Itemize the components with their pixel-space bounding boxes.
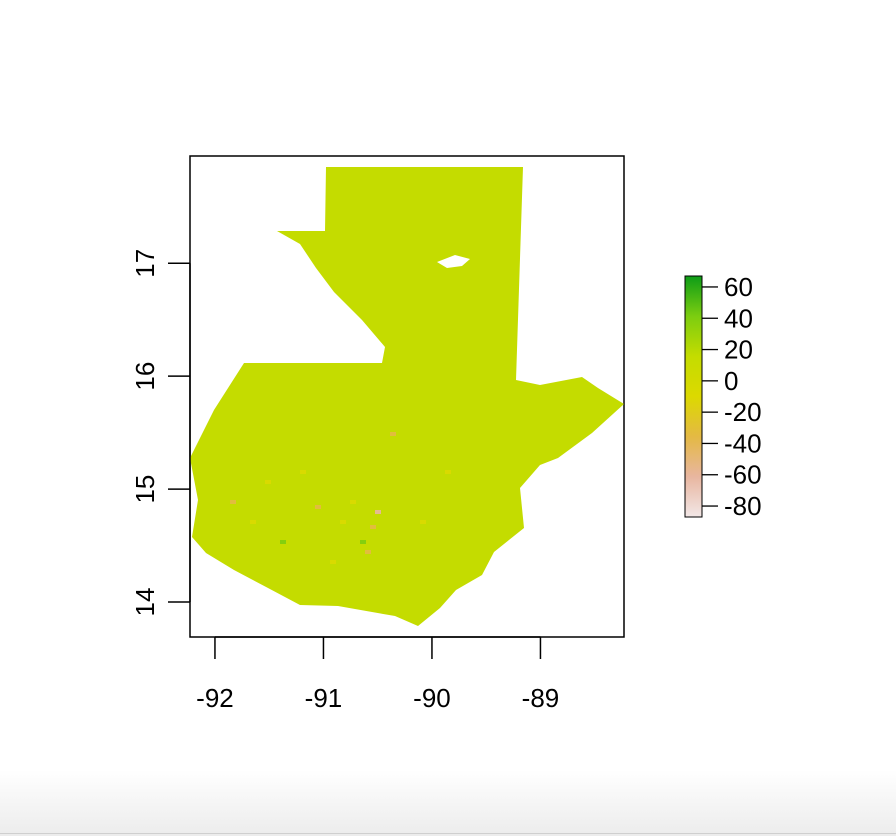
y-tick-label: 14 bbox=[130, 588, 160, 617]
legend-color-bar bbox=[684, 275, 703, 518]
y-tick-label: 16 bbox=[130, 362, 160, 391]
raster-patch bbox=[315, 505, 321, 509]
y-axis: 14 15 16 17 bbox=[130, 249, 191, 617]
raster-patch bbox=[420, 520, 426, 524]
raster-patch bbox=[265, 480, 271, 484]
raster-patch bbox=[370, 525, 376, 529]
raster-patch bbox=[390, 432, 396, 436]
raster-patch bbox=[250, 520, 256, 524]
window-bottom-band bbox=[0, 770, 896, 836]
raster-patch bbox=[365, 550, 371, 554]
raster-patch bbox=[300, 470, 306, 474]
x-tick-label: -92 bbox=[196, 683, 234, 713]
raster-patch bbox=[375, 510, 381, 514]
legend-tick-label: 0 bbox=[724, 366, 738, 396]
legend-tick-label: -60 bbox=[724, 460, 762, 490]
y-tick-label: 17 bbox=[130, 249, 160, 278]
x-tick-label: -90 bbox=[413, 683, 451, 713]
raster-patch bbox=[280, 540, 286, 544]
raster-patch bbox=[445, 470, 451, 474]
x-tick-label: -89 bbox=[522, 683, 560, 713]
legend-tick-label: 60 bbox=[724, 272, 753, 302]
legend-tick-label: 20 bbox=[724, 335, 753, 365]
lake-hole bbox=[437, 255, 470, 268]
map-layer bbox=[190, 167, 624, 626]
x-tick-label: -91 bbox=[305, 683, 343, 713]
y-tick-label: 15 bbox=[130, 475, 160, 504]
raster-variation-patches bbox=[230, 432, 451, 564]
legend-tick-label: -40 bbox=[724, 428, 762, 458]
country-raster-region bbox=[190, 167, 624, 626]
window-bottom-divider bbox=[0, 833, 896, 834]
legend-tick-label: -20 bbox=[724, 397, 762, 427]
x-axis: -92 -91 -90 -89 bbox=[196, 636, 560, 713]
raster-patch bbox=[230, 500, 236, 504]
legend-tick-label: 40 bbox=[724, 303, 753, 333]
raster-patch bbox=[360, 540, 366, 544]
raster-patch bbox=[350, 500, 356, 504]
legend-tick-label: -80 bbox=[724, 491, 762, 521]
raster-patch bbox=[340, 520, 346, 524]
raster-patch bbox=[330, 560, 336, 564]
